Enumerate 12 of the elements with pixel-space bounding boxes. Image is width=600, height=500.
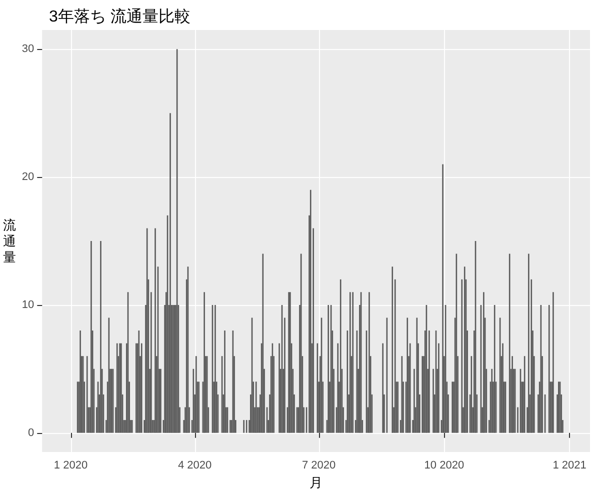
x-tick-label: 10 2020 (424, 460, 464, 472)
y-tick-label: 20 (22, 171, 34, 184)
y-tick-label: 10 (22, 298, 34, 311)
x-tick-label: 4 2020 (178, 460, 212, 472)
chart-title: 3年落ち 流通量比較 (49, 8, 190, 26)
x-tick-label: 1 2020 (54, 460, 88, 472)
y-tick-label: 0 (28, 426, 34, 439)
x-tick-label: 1 2021 (552, 460, 586, 472)
y-axis-title: 流通量 (3, 218, 16, 264)
x-axis-title: 月 (310, 475, 323, 490)
y-tick-label: 30 (22, 43, 34, 56)
x-tick-label: 7 2020 (302, 460, 336, 472)
